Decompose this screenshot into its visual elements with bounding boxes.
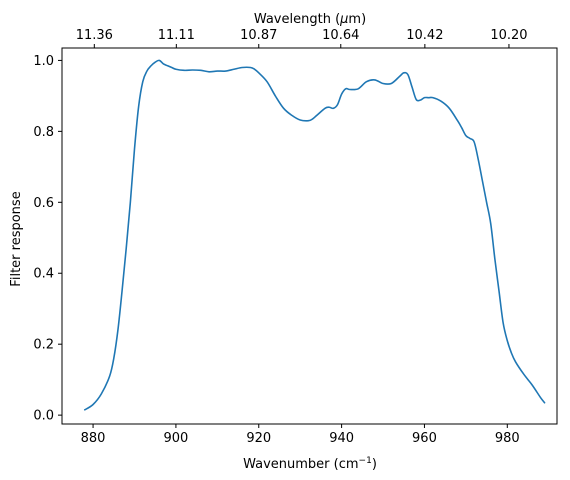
left-axis: 0.0 0.2 0.4 0.6 0.8 1.0 (33, 54, 62, 424)
top-tick-label: 11.36 (76, 28, 113, 43)
x-axis-label: Wavenumber (cm−1) (243, 456, 377, 472)
x-tick-label: 920 (246, 431, 271, 446)
y-tick-label: 1.0 (33, 54, 54, 69)
y-tick-label: 0.0 (33, 409, 54, 424)
plot-area (61, 47, 558, 425)
bottom-axis: 880 900 920 940 960 980 (81, 424, 520, 446)
x-tick-label: 960 (412, 431, 437, 446)
y-tick-label: 0.8 (33, 125, 54, 140)
top-tick-label: 11.11 (158, 28, 195, 43)
top-tick-label: 10.87 (240, 28, 277, 43)
x-tick-label: 940 (329, 431, 354, 446)
y-tick-label: 0.4 (33, 267, 54, 282)
x-tick-label: 900 (163, 431, 188, 446)
y-axis-label: Filter response (9, 191, 24, 286)
top-tick-label: 10.64 (322, 28, 359, 43)
top-tick-label: 10.20 (490, 28, 527, 43)
x-tick-label: 980 (495, 431, 520, 446)
curve-layer (83, 59, 546, 411)
top-axis: 11.36 11.11 10.87 10.64 10.42 10.20 (76, 28, 528, 48)
top-tick-label: 10.42 (406, 28, 443, 43)
plot-border (61, 47, 558, 425)
y-tick-label: 0.2 (33, 338, 54, 353)
top-axis-label: Wavelength (μm) (254, 12, 366, 27)
filter-response-line (83, 59, 546, 411)
x-tick-label: 880 (81, 431, 106, 446)
y-tick-label: 0.6 (33, 196, 54, 211)
